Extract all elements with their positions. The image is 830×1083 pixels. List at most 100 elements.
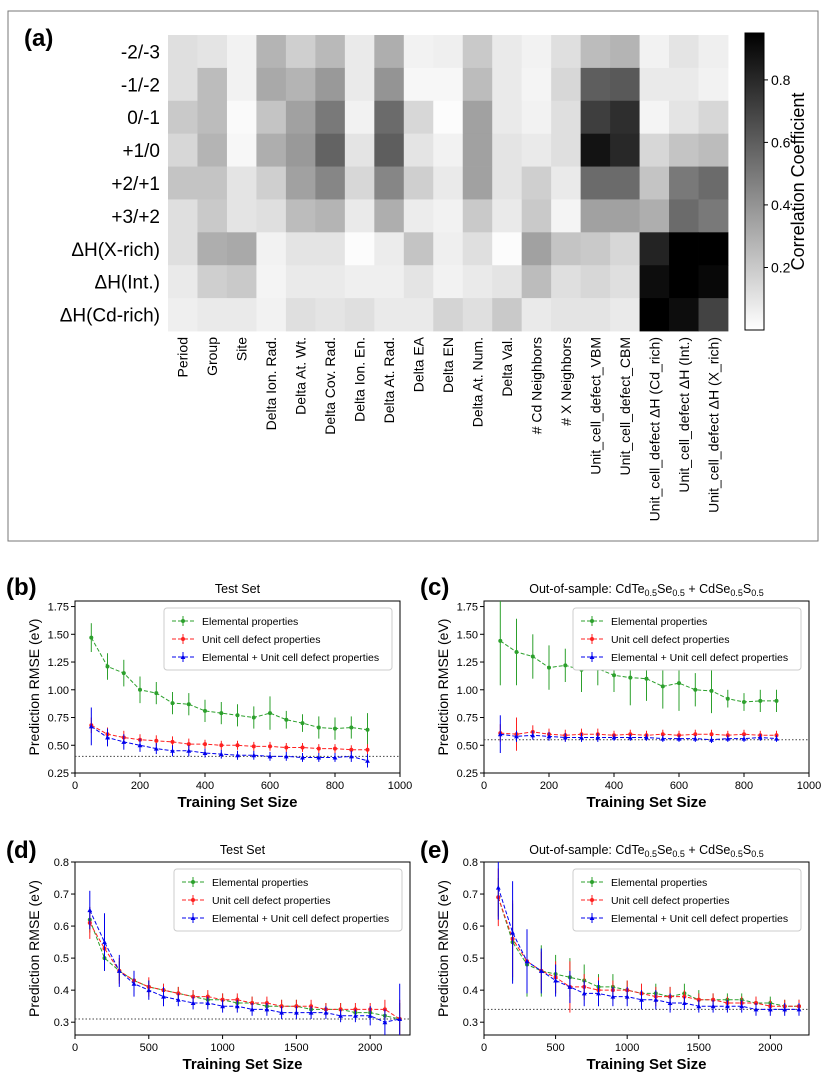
series-point bbox=[660, 684, 665, 689]
heatmap-cell bbox=[492, 133, 523, 167]
chart-title-text: + CdSe bbox=[685, 582, 731, 596]
series-line bbox=[91, 725, 368, 762]
x-tick-label: 0 bbox=[72, 1042, 78, 1054]
series-point bbox=[653, 997, 659, 1002]
x-tick-label: 0 bbox=[481, 1042, 487, 1054]
series-point bbox=[365, 747, 370, 752]
y-tick-label: 0.25 bbox=[48, 768, 69, 780]
heatmap-cell bbox=[197, 67, 228, 102]
series-point bbox=[175, 997, 181, 1002]
x-tick-label: 1000 bbox=[210, 1042, 234, 1054]
heatmap-cell bbox=[315, 67, 346, 102]
heatmap-cell bbox=[285, 265, 316, 299]
heatmap-cell bbox=[492, 166, 523, 200]
heatmap-cell bbox=[285, 166, 316, 200]
series-point bbox=[660, 736, 666, 741]
series-point bbox=[497, 731, 503, 737]
heatmap-cell bbox=[256, 67, 287, 102]
series-point bbox=[170, 739, 175, 744]
heatmap-cell bbox=[610, 166, 640, 200]
heatmap-cell bbox=[256, 199, 287, 233]
series-point bbox=[596, 991, 601, 996]
y-tick-label: 0.8 bbox=[54, 857, 69, 869]
heatmap-cell bbox=[197, 166, 228, 200]
series-point bbox=[121, 671, 126, 676]
heatmap-cell bbox=[344, 166, 375, 200]
series-point bbox=[567, 984, 573, 989]
legend-swatch-marker bbox=[589, 915, 595, 920]
chart-b: Test Set 0 200 400 600 800 1000 0.25 0.50 0.75 1.0… bbox=[26, 582, 412, 811]
series-point bbox=[530, 732, 536, 738]
heatmap-column-label: Delta Cov. Rad. bbox=[322, 337, 338, 435]
series-line bbox=[89, 922, 400, 1020]
legend-swatch-marker bbox=[590, 880, 594, 884]
heatmap-cell bbox=[551, 35, 582, 69]
heatmap-cell bbox=[344, 133, 375, 167]
series-point bbox=[89, 635, 94, 640]
series-point bbox=[644, 676, 649, 681]
series-point bbox=[267, 754, 273, 759]
series-point bbox=[268, 744, 272, 749]
heatmap-cell bbox=[197, 100, 228, 135]
series-point bbox=[546, 734, 552, 739]
series-point bbox=[677, 681, 681, 686]
series-point bbox=[758, 698, 763, 703]
heatmap-cell bbox=[226, 166, 257, 200]
legend-swatch-marker bbox=[180, 654, 186, 659]
legend-swatch-marker bbox=[589, 654, 595, 659]
series-point bbox=[284, 717, 289, 722]
heatmap-cell bbox=[403, 199, 434, 233]
plot-frame bbox=[483, 600, 810, 774]
y-tick-label: 0.4 bbox=[54, 985, 69, 997]
series-point bbox=[161, 994, 166, 999]
heatmap-cell bbox=[698, 166, 729, 200]
x-tick-label: 400 bbox=[605, 780, 623, 792]
colorbar-label: Correlation Coefficient bbox=[788, 93, 808, 271]
chart-title-subscript: 0.5 bbox=[645, 588, 658, 598]
series-point bbox=[279, 1010, 284, 1015]
series-point bbox=[333, 726, 337, 731]
series-point bbox=[624, 994, 630, 999]
legend-label: Elemental + Unit cell defect properties bbox=[611, 913, 788, 925]
y-tick-label: 0.50 bbox=[48, 740, 69, 752]
heatmap-cell bbox=[285, 298, 316, 332]
colorbar bbox=[744, 32, 765, 331]
series-point bbox=[186, 748, 192, 753]
x-tick-label: 1000 bbox=[388, 780, 412, 792]
series-point bbox=[612, 673, 616, 678]
heatmap-cell bbox=[168, 133, 198, 167]
heatmap-cell bbox=[315, 133, 346, 167]
series-point bbox=[710, 1003, 716, 1009]
heatmap-column-label: Delta EA bbox=[411, 336, 427, 392]
series-point bbox=[397, 1016, 403, 1021]
series-point bbox=[308, 1010, 314, 1015]
heatmap-cell bbox=[168, 199, 198, 233]
heatmap-cell bbox=[403, 133, 434, 167]
chart-title-subscript: 0.5 bbox=[672, 588, 685, 598]
heatmap-cell bbox=[168, 265, 198, 299]
heatmap-cell bbox=[433, 265, 464, 299]
heatmap-cell bbox=[256, 35, 287, 69]
y-tick-label: 1.50 bbox=[457, 629, 478, 641]
chart-title-subscript: 0.5 bbox=[645, 849, 658, 859]
series-point bbox=[154, 738, 159, 743]
heatmap-cell bbox=[610, 199, 640, 233]
x-tick-label: 2000 bbox=[758, 1042, 782, 1054]
series-point bbox=[284, 745, 289, 750]
heatmap-row-label: -1/-2 bbox=[121, 75, 160, 96]
chart-title-subscript: 0.5 bbox=[730, 849, 743, 859]
series-point bbox=[190, 1000, 196, 1005]
series-point bbox=[739, 1003, 745, 1009]
series-point bbox=[205, 1000, 211, 1005]
heatmap-cell bbox=[492, 232, 523, 266]
heatmap-cell bbox=[580, 67, 611, 102]
y-tick-label: 0.50 bbox=[457, 740, 478, 752]
heatmap-cell bbox=[492, 199, 523, 233]
series-point bbox=[495, 885, 501, 890]
legend-label: Elemental properties bbox=[611, 616, 707, 628]
series-point bbox=[742, 700, 746, 704]
series-point bbox=[219, 743, 224, 748]
series-point bbox=[316, 746, 321, 751]
series-point bbox=[203, 742, 207, 747]
heatmap-cell bbox=[639, 166, 670, 200]
